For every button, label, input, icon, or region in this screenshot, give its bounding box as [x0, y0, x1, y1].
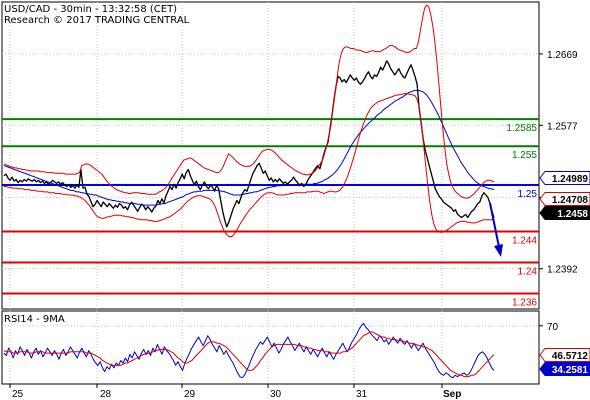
price-tick-label: 1.2392: [547, 265, 578, 276]
x-tick-label: Sep: [443, 389, 461, 400]
price-line: [3, 60, 495, 228]
x-tick-label: 25: [12, 389, 24, 400]
rsi-badge: 46.5712: [552, 351, 589, 362]
price-badge: 1.2458: [557, 209, 588, 220]
price-tick-label: 1.2577: [547, 121, 578, 132]
price-series: [3, 4, 495, 238]
price-badge: 1.24989: [552, 174, 589, 185]
rsi-badges: 46.5712 34.2581: [539, 348, 590, 376]
price-badges: 1.24989 1.24708 1.2458: [539, 171, 590, 220]
price-badge-box: [539, 192, 590, 206]
rsi-panel-frame: [1, 310, 540, 385]
bollinger-lower-line: [4, 93, 495, 238]
rsi-ma-line: [3, 331, 495, 378]
rsi-series: [3, 322, 495, 379]
rsi-title: RSI14 - 9MA: [4, 314, 65, 325]
rsi-panel: 70 46.5712 34.2581 RSI14 - 9MA: [1, 310, 590, 385]
rsi-axis-ticks: 70: [539, 322, 559, 333]
x-tick-label: 30: [270, 389, 282, 400]
x-tick-label: 28: [100, 389, 112, 400]
price-badge-box: [539, 206, 590, 220]
key-levels: 1.2585 1.255 1.25 1.244 1.24 1.236: [2, 118, 539, 308]
level-label-1.24: 1.24: [518, 266, 538, 277]
forecast-arrow-head: [494, 244, 503, 257]
forecast-arrow: [489, 202, 503, 257]
level-label-1.2585: 1.2585: [506, 123, 537, 134]
bollinger-upper-line: [3, 4, 495, 199]
x-axis: 25 28 29 30 31 Sep: [2, 383, 539, 400]
price-panel: 1.2585 1.255 1.25 1.244 1.24 1.236 1.2669 1.25…: [1, 1, 590, 310]
chart-title: USD/CAD - 30min - 13:32:58 (CET): [4, 4, 177, 15]
level-label-1.236: 1.236: [512, 297, 537, 308]
x-tick-label: 31: [356, 389, 368, 400]
level-label-1.255: 1.255: [512, 150, 537, 161]
ma-line: [3, 89, 495, 206]
price-panel-frame: [1, 1, 540, 310]
rsi-grid: [2, 311, 539, 384]
rsi-badge-box: [539, 362, 590, 376]
price-grid: [2, 2, 539, 309]
rsi-line: [3, 322, 495, 379]
rsi-tick-label: 70: [547, 322, 559, 333]
price-tick-label: 1.2669: [547, 50, 578, 61]
rsi-badge: 34.2581: [552, 365, 589, 376]
x-tick-label: 29: [184, 389, 196, 400]
copyright-line: Research © 2017 TRADING CENTRAL: [4, 15, 190, 26]
forecast-arrow-shaft: [489, 202, 500, 248]
price-badge-box: [539, 171, 590, 185]
rsi-badge-box: [539, 348, 590, 362]
level-label-1.244: 1.244: [512, 235, 537, 246]
level-label-1.25: 1.25: [518, 189, 538, 200]
price-badge: 1.24708: [552, 195, 589, 206]
